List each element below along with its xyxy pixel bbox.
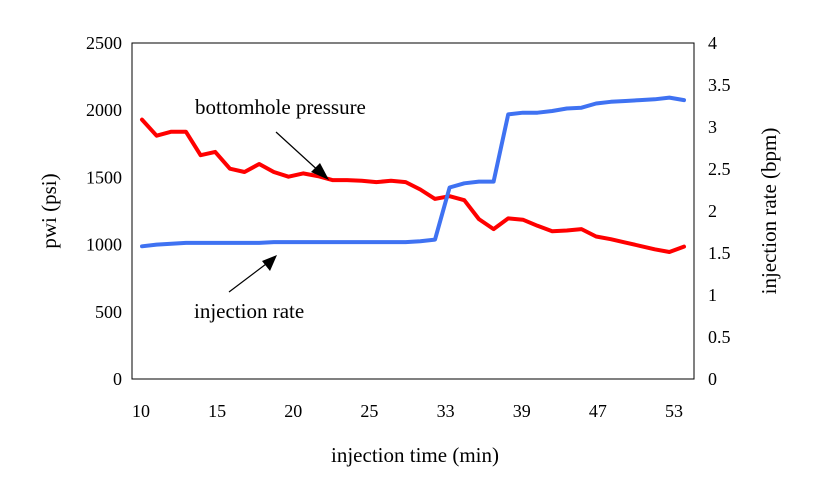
- x-tick-label: 47: [589, 401, 607, 421]
- series-layer: [140, 95, 686, 254]
- x-axis-title: injection time (min): [331, 443, 499, 467]
- pressure-arrow: [275, 131, 329, 180]
- y-right-tick-label: 3: [708, 117, 717, 137]
- y-right-tick-label: 1.5: [708, 243, 731, 263]
- x-tick-label: 20: [284, 401, 302, 421]
- rate-arrow: [228, 255, 277, 293]
- y-right-tick-label: 2: [708, 201, 717, 221]
- right-axis-title: injection rate (bpm): [757, 128, 781, 295]
- x-tick-label: 10: [132, 401, 150, 421]
- x-tick-label: 33: [437, 401, 455, 421]
- y-left-tick-label: 2500: [86, 33, 122, 53]
- y-right-tick-label: 0.5: [708, 327, 731, 347]
- plot-area-frame: [131, 42, 695, 380]
- y-right-tick-label: 3.5: [708, 75, 731, 95]
- y-left-tick-label: 500: [95, 302, 122, 322]
- left-axis-title: pwi (psi): [37, 173, 61, 248]
- rate-series-line: [140, 95, 686, 249]
- x-tick-label: 39: [513, 401, 531, 421]
- x-tick-label: 25: [360, 401, 378, 421]
- y-right-tick-label: 2.5: [708, 159, 731, 179]
- pressure-annotation-label: bottomhole pressure: [195, 95, 366, 119]
- right-axis-ticks: 0 0.5 1 1.5 2 2.5 3 3.5 4: [708, 33, 731, 389]
- y-right-tick-label: 0: [708, 369, 717, 389]
- y-right-tick-label: 4: [708, 33, 717, 53]
- pressure-series-line: [140, 117, 686, 254]
- y-left-tick-label: 2000: [86, 100, 122, 120]
- y-left-tick-label: 1000: [86, 235, 122, 255]
- x-axis-ticks: 10 15 20 25 33 39 47 53: [132, 401, 683, 421]
- y-right-tick-label: 1: [708, 285, 717, 305]
- x-tick-label: 15: [208, 401, 226, 421]
- rate-annotation-label: injection rate: [194, 299, 304, 323]
- y-left-tick-label: 1500: [86, 167, 122, 187]
- left-axis-ticks: 0 500 1000 1500 2000 2500: [86, 33, 122, 389]
- x-tick-label: 53: [665, 401, 683, 421]
- y-left-tick-label: 0: [113, 369, 122, 389]
